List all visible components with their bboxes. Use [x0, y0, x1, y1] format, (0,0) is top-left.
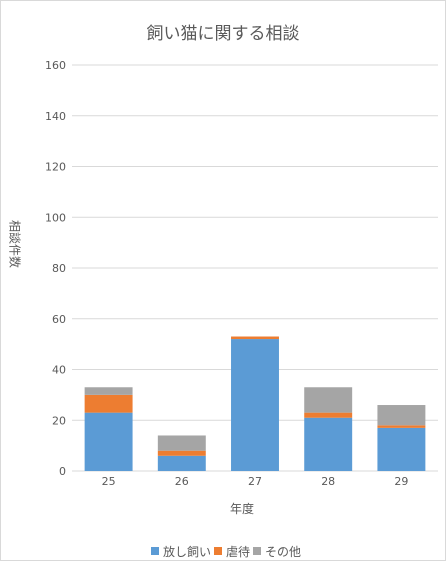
- x-tick-label: 29: [394, 475, 408, 488]
- y-tick-label: 0: [59, 465, 66, 478]
- x-tick-label: 28: [321, 475, 335, 488]
- x-axis-ticks: 25 26 27 28 29: [102, 475, 409, 488]
- legend-label: 放し飼い: [163, 544, 211, 559]
- y-tick-label: 120: [45, 161, 66, 174]
- bar-segment-放し飼い-25: [84, 412, 133, 471]
- bar-segment-その他-29: [377, 405, 426, 426]
- y-tick-label: 20: [52, 414, 66, 427]
- y-tick-label: 40: [52, 364, 66, 377]
- bar-segment-虐待-27: [231, 336, 279, 340]
- y-tick-label: 100: [45, 211, 66, 224]
- legend-swatch: [151, 547, 159, 555]
- bars: [84, 336, 426, 471]
- bar-segment-その他-28: [304, 387, 353, 413]
- y-tick-label: 60: [52, 313, 66, 326]
- bar-segment-その他-26: [157, 435, 206, 451]
- legend-label: その他: [265, 545, 301, 559]
- legend-swatch: [253, 547, 261, 555]
- bar-segment-虐待-26: [157, 450, 206, 456]
- x-tick-label: 26: [175, 475, 189, 488]
- x-tick-label: 27: [248, 475, 262, 488]
- bar-segment-放し飼い-26: [157, 455, 206, 471]
- bar-segment-放し飼い-29: [377, 427, 426, 471]
- y-axis-title-group: 相談件数: [8, 220, 23, 268]
- y-tick-label: 160: [45, 59, 66, 72]
- y-tick-label: 140: [45, 110, 66, 123]
- bar-segment-放し飼い-27: [231, 339, 279, 471]
- legend-swatch: [214, 547, 222, 555]
- y-tick-label: 80: [52, 262, 66, 275]
- x-axis-title: 年度: [230, 501, 254, 516]
- bar-segment-虐待-29: [377, 425, 426, 428]
- gridlines: [72, 64, 438, 472]
- y-axis-title: 相談件数: [8, 220, 23, 268]
- y-axis-ticks: 0 20 40 60 80 100 120 140 160: [45, 59, 66, 478]
- x-tick-label: 25: [102, 475, 116, 488]
- chart-title: 飼い猫に関する相談: [147, 24, 300, 44]
- bar-segment-放し飼い-28: [304, 417, 353, 471]
- bar-segment-虐待-28: [304, 412, 353, 418]
- legend: 放し飼い 虐待 その他: [151, 544, 301, 559]
- legend-label: 虐待: [226, 545, 250, 559]
- bar-segment-虐待-25: [84, 394, 133, 413]
- bar-segment-その他-25: [84, 387, 133, 395]
